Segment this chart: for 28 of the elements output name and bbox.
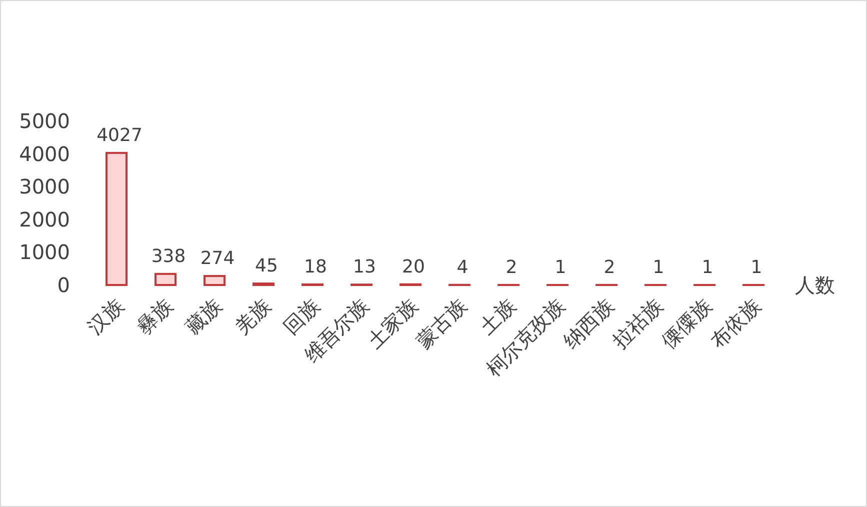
y-tick-label: 2000 bbox=[19, 207, 70, 232]
data-label: 2 bbox=[604, 256, 616, 278]
x-tick-label: 藏族 bbox=[180, 294, 226, 339]
y-tick-label: 3000 bbox=[19, 174, 70, 199]
x-tick-label: 彝族 bbox=[132, 294, 178, 339]
data-label: 274 bbox=[200, 248, 235, 270]
data-label: 45 bbox=[255, 256, 278, 277]
y-tick-label: 1000 bbox=[19, 240, 70, 264]
bar bbox=[154, 272, 176, 286]
data-label: 2 bbox=[506, 256, 518, 278]
data-label: 1 bbox=[652, 256, 664, 278]
data-label: 13 bbox=[353, 256, 376, 278]
x-axis-title: 人数 bbox=[795, 273, 835, 297]
data-label: 1 bbox=[750, 256, 762, 278]
bar bbox=[106, 152, 128, 286]
y-tick-label: 0 bbox=[57, 273, 70, 297]
x-tick-label: 羌族 bbox=[230, 294, 276, 339]
data-label: 338 bbox=[151, 246, 186, 267]
data-label: 4 bbox=[456, 256, 468, 278]
x-tick-label: 汉族 bbox=[82, 294, 128, 339]
data-label: 4027 bbox=[96, 124, 142, 146]
bar bbox=[204, 275, 226, 286]
data-label: 18 bbox=[304, 256, 327, 278]
data-label: 1 bbox=[702, 256, 714, 278]
data-label: 1 bbox=[554, 256, 566, 278]
data-label: 20 bbox=[402, 256, 425, 278]
y-tick-label: 4000 bbox=[19, 142, 70, 166]
y-tick-label: 5000 bbox=[19, 109, 70, 133]
